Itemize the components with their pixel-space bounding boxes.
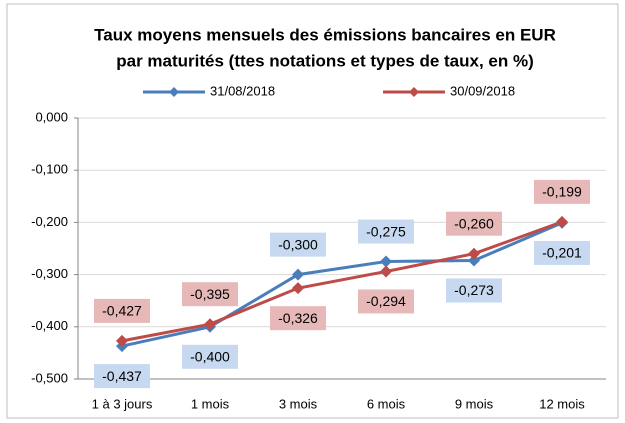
data-label: -0,275 — [366, 223, 406, 239]
data-label-box — [446, 211, 502, 236]
x-tick-label: 9 mois — [455, 396, 494, 411]
marker — [380, 255, 392, 268]
data-label: -0,199 — [542, 184, 582, 200]
data-label: -0,300 — [278, 236, 318, 252]
marker — [292, 268, 304, 281]
data-label: -0,326 — [278, 310, 318, 326]
data-label: -0,201 — [542, 245, 582, 261]
data-label-box — [358, 289, 414, 314]
legend-marker — [169, 87, 179, 97]
legend-label: 31/08/2018 — [210, 83, 275, 98]
y-tick-label: -0,200 — [31, 214, 68, 229]
data-label-box — [446, 278, 502, 303]
data-label: -0,427 — [102, 303, 142, 319]
marker — [556, 215, 568, 228]
series-line — [121, 220, 563, 343]
legend-label: 30/09/2018 — [450, 83, 515, 98]
data-label: -0,294 — [366, 293, 406, 309]
chart-frame — [6, 3, 619, 419]
data-label-box — [94, 298, 150, 323]
y-tick-label: -0,400 — [31, 318, 68, 333]
series-line — [121, 221, 563, 348]
data-label-box — [270, 232, 326, 257]
y-tick-label: -0,100 — [31, 162, 68, 177]
marker — [116, 334, 128, 347]
x-tick-label: 1 à 3 jours — [92, 396, 153, 411]
x-tick-label: 1 mois — [191, 396, 230, 411]
data-label-box — [182, 344, 238, 369]
data-label-box — [270, 306, 326, 331]
x-tick-label: 12 mois — [539, 396, 585, 411]
data-label-box — [534, 240, 590, 265]
marker — [292, 282, 304, 295]
data-label-box — [94, 364, 150, 389]
x-tick-label: 3 mois — [279, 396, 318, 411]
chart-title: Taux moyens mensuels des émissions banca… — [94, 25, 556, 44]
marker — [468, 247, 480, 260]
y-tick-label: -0,500 — [31, 370, 68, 385]
marker — [380, 265, 392, 278]
data-label-box — [534, 179, 590, 204]
chart-title: par maturités (ttes notations et types d… — [116, 51, 534, 70]
data-label: -0,437 — [102, 368, 142, 384]
y-tick-label: -0,300 — [31, 266, 68, 281]
marker — [468, 254, 480, 267]
data-label: -0,273 — [454, 282, 494, 298]
marker — [204, 318, 216, 331]
legend-marker — [409, 87, 419, 97]
data-label-box — [358, 219, 414, 244]
data-label: -0,260 — [454, 215, 494, 231]
data-label: -0,395 — [190, 286, 230, 302]
y-tick-label: 0,000 — [35, 109, 68, 124]
data-label: -0,400 — [190, 349, 230, 365]
data-label-box — [182, 282, 238, 307]
x-tick-label: 6 mois — [367, 396, 406, 411]
